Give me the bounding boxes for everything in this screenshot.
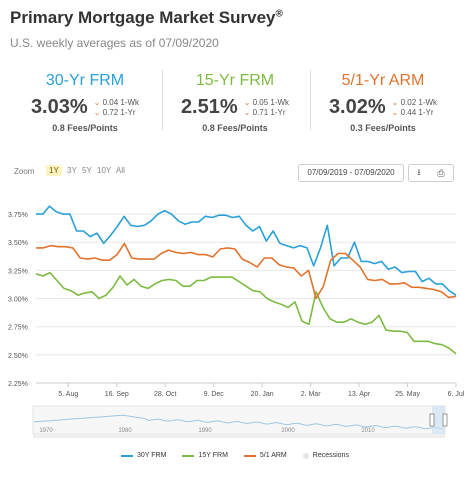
navigator-track [32,405,446,435]
zoom-all-button[interactable]: All [116,166,125,175]
legend-item-15y[interactable]: 15Y FRM [182,452,228,459]
page-subtitle: U.S. weekly averages as of 07/09/2020 [10,36,219,50]
range-navigator[interactable]: 1970 1980 1990 2000 2010 [0,404,470,438]
x-tick-label: 28. Oct [154,391,177,398]
y-tick-label: 2.75% [8,325,28,332]
x-tick-label: 13. Apr [348,391,371,398]
rate-name: 5/1-Yr ARM [341,72,425,89]
y-tick-label: 3.00% [8,297,28,304]
rate-fees: 0.8 Fees/Points [52,123,118,133]
navigator-left-handle[interactable] [429,413,435,427]
series-line-15y-frm[interactable] [35,271,457,355]
rate-name: 15-Yr FRM [195,72,275,89]
x-tick-label: 20. Jan [251,391,274,398]
legend-item-arm[interactable]: 5/1 ARM [243,452,287,459]
chart-legend: 30Y FRM 15Y FRM 5/1 ARM Recessions [0,452,470,459]
navigator-year-label: 1980 [118,428,132,434]
navigator-year-label: 2010 [361,428,375,434]
export-buttons: ⭳ ⎙ [408,164,454,182]
zoom-label: Zoom [14,167,35,176]
rate-value: 3.02% [328,96,386,118]
legend-swatch [182,454,195,457]
download-icon[interactable]: ⭳ [417,167,421,177]
down-arrow-icon: ⌄ [243,97,251,107]
legend-swatch [302,452,309,459]
zoom-5y-button[interactable]: 5Y [82,166,92,175]
navigator-year-label: 1970 [39,428,53,434]
rate-value: 3.03% [30,96,88,118]
zoom-3y-button[interactable]: 3Y [67,166,77,175]
down-arrow-icon: ⌄ [93,97,101,107]
y-tick-label: 2.50% [8,353,28,360]
down-arrow-icon: ⌄ [391,107,399,117]
navigator-selection[interactable] [432,406,445,434]
down-arrow-icon: ⌄ [243,107,251,117]
page-title: Primary Mortgage Market Survey® [10,8,283,27]
date-range-field[interactable]: 07/09/2019 - 07/09/2020 [298,164,404,182]
print-icon[interactable]: ⎙ [437,167,445,178]
main-chart: 3.75% 3.50% 3.25% 3.00% 2.75% 2.50% 2.25% 5. A… [8,205,465,398]
legend-swatch [243,454,256,457]
legend-swatch [121,454,134,457]
divider [162,70,163,130]
x-tick-label: 2. Mar [301,391,322,398]
rate-card-15yr: 15-Yr FRM 2.51% ⌄ 0.05 1-Wk ⌄ 0.71 1-Yr … [170,72,300,133]
navigator-series [33,414,445,430]
rate-card-30yr: 30-Yr FRM 3.03% ⌄ 0.04 1-Wk ⌄ 0.72 1-Yr … [20,72,150,133]
down-arrow-icon: ⌄ [391,97,399,107]
legend-item-30y[interactable]: 30Y FRM [121,452,166,459]
zoom-10y-button[interactable]: 10Y [97,166,112,175]
rate-changes: ⌄ 0.02 1-Wk ⌄ 0.44 1-Yr [391,97,438,117]
zoom-1y-button[interactable]: 1Y [46,165,62,176]
x-tick-label: 9. Dec [204,391,225,398]
x-tick-label: 5. Aug [58,391,78,398]
rate-name: 30-Yr FRM [45,72,125,89]
y-tick-label: 3.50% [8,240,28,247]
y-tick-label: 3.25% [8,268,28,275]
rate-changes: ⌄ 0.05 1-Wk ⌄ 0.71 1-Yr [243,97,290,117]
legend-item-recessions[interactable]: Recessions [302,452,349,459]
series-line-5-1-arm[interactable] [36,242,457,300]
series-line-30y-frm[interactable] [36,205,457,296]
y-tick-label: 3.75% [8,212,28,219]
navigator-right-handle[interactable] [442,413,448,427]
rate-card-arm: 5/1-Yr ARM 3.02% ⌄ 0.02 1-Wk ⌄ 0.44 1-Yr… [318,72,448,133]
navigator-scrollbar[interactable] [33,435,445,438]
rate-fees: 0.3 Fees/Points [350,123,416,133]
x-tick-label: 16. Sep [105,391,129,398]
rate-changes: ⌄ 0.04 1-Wk ⌄ 0.72 1-Yr [93,97,140,117]
y-tick-label: 2.25% [8,381,28,388]
rate-fees: 0.8 Fees/Points [202,123,268,133]
x-tick-label: 6. Jul [448,391,465,398]
x-tick-label: 25. May [395,391,420,398]
navigator-year-label: 1990 [198,428,212,434]
down-arrow-icon: ⌄ [93,107,101,117]
navigator-year-label: 2000 [281,428,295,434]
chart-toolbar: Zoom 1Y 3Y 5Y 10Y All 07/09/2019 - 07/09… [10,164,462,182]
divider [310,70,311,130]
rate-value: 2.51% [180,96,238,118]
